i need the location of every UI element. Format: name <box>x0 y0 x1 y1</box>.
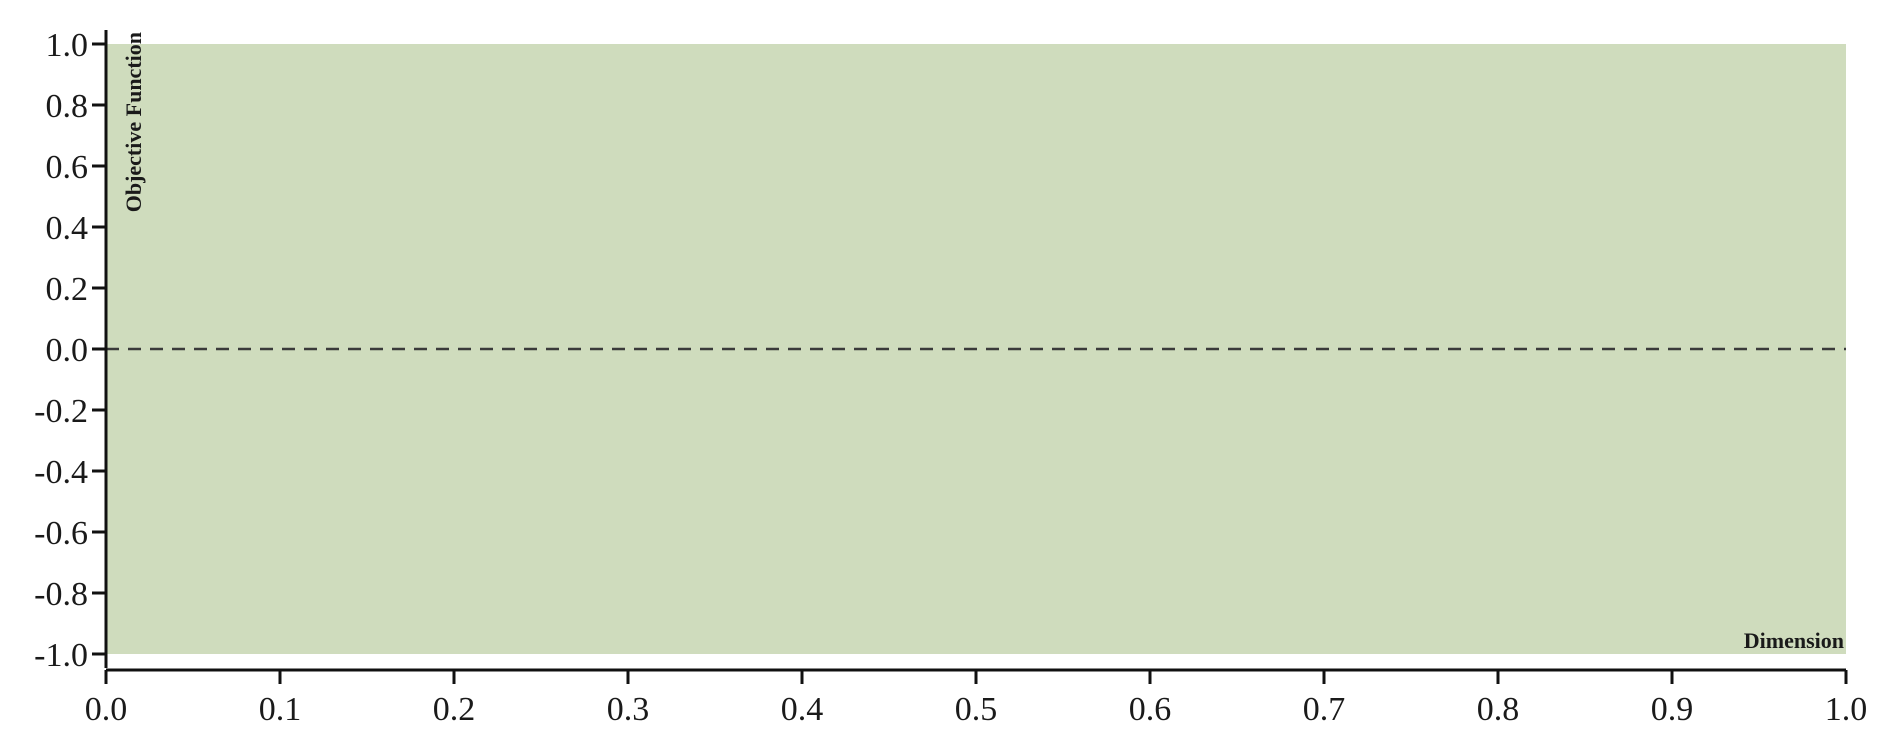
y-tick-label: -0.8 <box>34 576 88 613</box>
x-tick-label: 1.0 <box>1825 691 1868 728</box>
y-tick-label: -0.6 <box>34 515 88 552</box>
x-tick-label: 0.9 <box>1651 691 1694 728</box>
labels-layer: Objective Function Dimension <box>121 32 1844 653</box>
y-tick-label: -1.0 <box>34 637 88 674</box>
y-tick-label: 0.0 <box>46 332 89 369</box>
x-tick-label: 0.6 <box>1129 691 1172 728</box>
y-tick-label: 1.0 <box>46 27 89 64</box>
y-tick-label: -0.4 <box>34 454 88 491</box>
y-axis-title: Objective Function <box>121 32 146 212</box>
x-tick-label: 0.0 <box>85 691 128 728</box>
y-tick-label: 0.8 <box>46 88 89 125</box>
x-tick-label: 0.1 <box>259 691 302 728</box>
y-tick-label: 0.2 <box>46 271 89 308</box>
x-tick-label: 0.3 <box>607 691 650 728</box>
axes-layer: 1.0 0.8 0.6 0.4 0.2 0.0 -0.2 -0.4 -0.6 -0.8 -1.0 0.… <box>34 27 1867 728</box>
x-tick-label: 0.8 <box>1477 691 1520 728</box>
x-tick-label: 0.2 <box>433 691 476 728</box>
x-axis-title: Dimension <box>1744 628 1844 653</box>
y-tick-label: 0.6 <box>46 149 89 186</box>
x-tick-label: 0.5 <box>955 691 998 728</box>
x-tick-label: 0.4 <box>781 691 824 728</box>
y-tick-label: 0.4 <box>46 210 89 247</box>
y-tick-label: -0.2 <box>34 393 88 430</box>
x-tick-label: 0.7 <box>1303 691 1346 728</box>
